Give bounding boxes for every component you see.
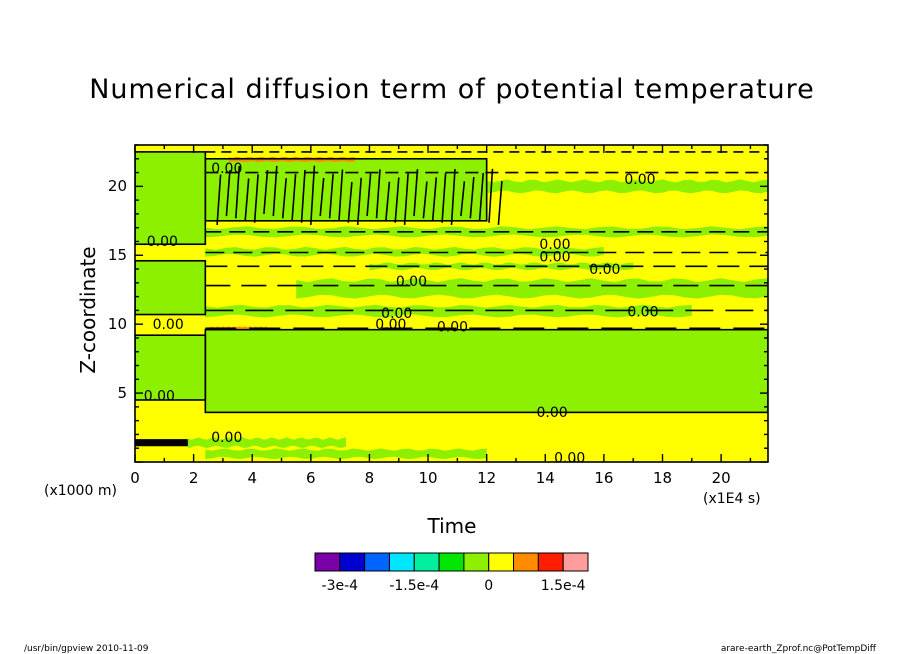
colorbar-tick-label: 0	[484, 578, 494, 594]
colorbar-swatch	[388, 552, 415, 572]
chart-title: Numerical diffusion term of potential te…	[89, 74, 815, 105]
colorbar-swatch	[463, 552, 490, 572]
contour-line	[204, 157, 488, 222]
colorbar-swatch	[513, 552, 539, 572]
contour-label: 0.00	[211, 161, 242, 177]
footer-source: arare-earth_Zprof.nc@PotTempDiff	[720, 644, 876, 654]
contour-line	[135, 259, 207, 316]
colorbar-swatch	[413, 552, 440, 572]
heatmap-region	[135, 151, 206, 245]
x-tick-label: 2	[188, 469, 199, 487]
x-tick-label: 20	[711, 469, 731, 487]
contour-label: 0.00	[437, 320, 468, 336]
heatmap-band	[205, 226, 768, 238]
contour-label: 0.00	[627, 305, 658, 321]
footer-command: /usr/bin/gpview 2010-11-09	[24, 644, 149, 654]
x-tick-label: 4	[247, 469, 257, 487]
heatmap-region	[205, 158, 487, 221]
y-tick-label: 20	[107, 177, 127, 196]
colorbar-swatch	[562, 552, 589, 572]
contour-label: 0.00	[536, 405, 567, 421]
colorbar-swatch	[364, 552, 390, 572]
colorbar-swatch	[339, 552, 366, 572]
x-tick-label: 16	[594, 469, 614, 487]
heatmap-region	[135, 335, 206, 400]
y-tick-label: 15	[107, 246, 127, 265]
colorbar-swatch	[438, 552, 465, 572]
contour-label: 0.00	[375, 317, 406, 333]
y-tick-label: 10	[107, 315, 127, 334]
colorbar-tick-label: -1.5e-4	[389, 578, 440, 594]
contour-label: 0.00	[539, 237, 570, 253]
colorbar-tick-label: -3e-4	[321, 578, 359, 594]
heatmap-band	[205, 448, 487, 460]
heatmap-region	[205, 329, 768, 413]
contour-labels: 0.000.000.000.000.000.000.00 0.000.000.00…	[144, 161, 659, 467]
contour-line	[216, 165, 503, 225]
contour-line	[135, 334, 207, 401]
x-tick-label: 0	[130, 469, 140, 487]
x-axis-unit: (x1E4 s)	[703, 491, 761, 507]
heatmap-band	[187, 437, 346, 448]
contour-label: 0.00	[147, 234, 178, 250]
contour-label: 0.00	[153, 317, 184, 333]
colorbar-tick-label: 1.5e-4	[540, 578, 586, 594]
heatmap-band	[486, 179, 768, 194]
y-axis-label: Z-coordinate	[76, 246, 100, 374]
axis-ticks	[134, 144, 768, 463]
x-axis-label: Time	[427, 514, 477, 538]
x-tick-label: 8	[364, 469, 375, 487]
y-tick-label: 5	[117, 384, 127, 403]
contour-label: 0.00	[589, 262, 620, 278]
contour-label: 0.00	[396, 274, 427, 290]
contour-label: 0.00	[624, 172, 655, 188]
heatmap-region	[135, 260, 206, 315]
plot-frame	[134, 144, 769, 463]
colorbar-swatch	[488, 552, 515, 572]
contour-label: 0.00	[211, 430, 242, 446]
y-axis-unit: (x1000 m)	[44, 483, 117, 499]
x-tick-label: 14	[535, 469, 555, 487]
colorbar-swatch	[314, 552, 341, 572]
contour-label: 0.00	[554, 451, 585, 467]
x-tick-label: 12	[477, 469, 497, 487]
colorbar-swatch	[537, 552, 564, 572]
contour-label: 0.00	[539, 249, 570, 265]
contour-label: 0.00	[381, 306, 412, 322]
x-tick-label: 18	[652, 469, 673, 487]
x-tick-label: 10	[418, 469, 438, 487]
heatmap-regions	[135, 151, 768, 460]
heatmap-band	[296, 278, 768, 299]
x-tick-label: 6	[306, 469, 316, 487]
contour-label: 0.00	[144, 389, 175, 405]
colorbar	[314, 552, 589, 572]
